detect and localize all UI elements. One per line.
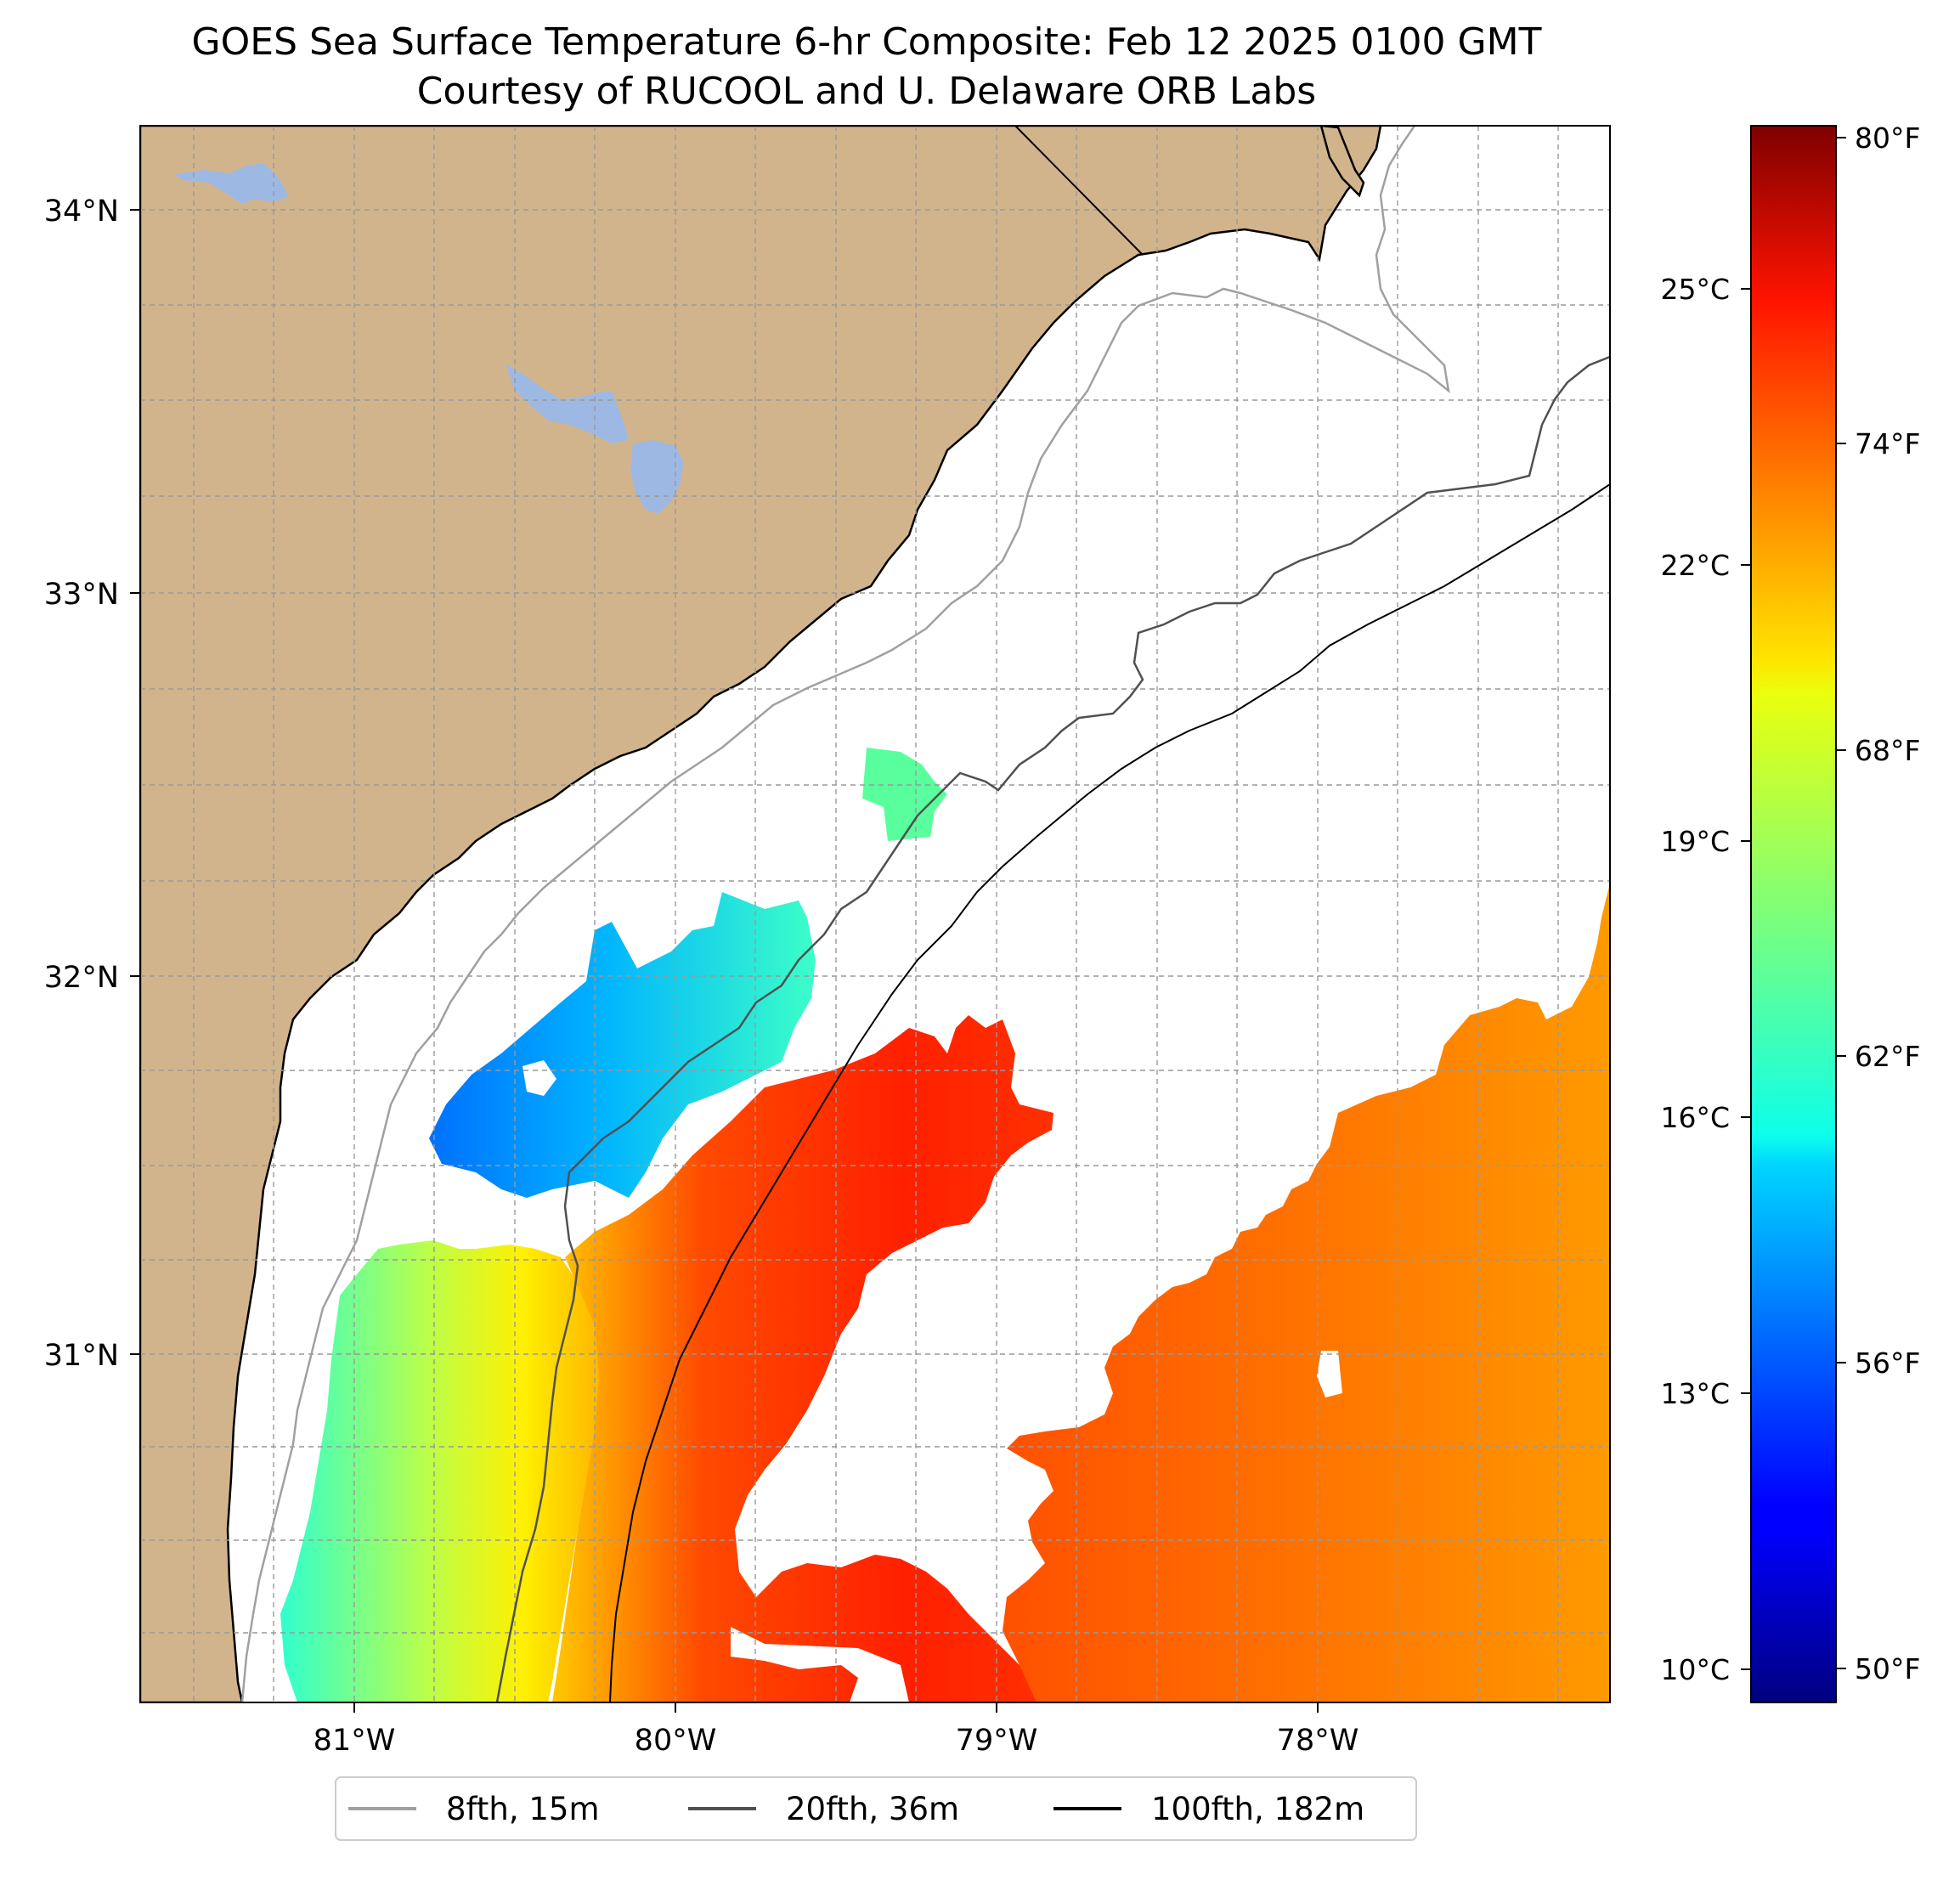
colorbar-label-74f: 74°F bbox=[1855, 427, 1920, 460]
sst-patch-northeast-small bbox=[862, 748, 947, 841]
isobath-100fth bbox=[609, 483, 1610, 1702]
lat-label-34n: 34°N bbox=[44, 195, 119, 229]
colorbar-label-50f: 50°F bbox=[1855, 1652, 1920, 1685]
legend: 8fth, 15m 20fth, 36m 100fth, 182m bbox=[335, 1776, 1417, 1841]
no-data-hole-3 bbox=[522, 1060, 556, 1096]
legend-label-8fth: 8fth, 15m bbox=[446, 1791, 600, 1827]
colorbar-ticks bbox=[1741, 137, 1846, 1670]
legend-box bbox=[335, 1776, 1417, 1841]
legend-label-100fth: 100fth, 182m bbox=[1151, 1791, 1364, 1827]
isobath-20fth bbox=[495, 355, 1610, 1702]
state-border bbox=[1014, 126, 1144, 256]
colorbar-label-22c: 22°C bbox=[1660, 549, 1730, 582]
lake-marion bbox=[506, 364, 629, 443]
sst-patch-warm-central bbox=[552, 1015, 1053, 1702]
gridlines bbox=[140, 126, 1610, 1702]
lon-label-78w: 78°W bbox=[1277, 1724, 1359, 1758]
colorbar-label-13c: 13°C bbox=[1660, 1377, 1730, 1410]
axis-ticks bbox=[130, 209, 1319, 1713]
isobath-8fth bbox=[240, 126, 1450, 1702]
colorbar-label-80f: 80°F bbox=[1855, 121, 1920, 155]
colorbar-label-10c: 10°C bbox=[1660, 1653, 1730, 1686]
lon-label-80w: 80°W bbox=[635, 1724, 717, 1758]
lake-north bbox=[174, 163, 289, 204]
colorbar-label-56f: 56°F bbox=[1855, 1346, 1920, 1380]
title-line-1: GOES Sea Surface Temperature 6-hr Compos… bbox=[192, 20, 1542, 64]
colorbar-label-68f: 68°F bbox=[1855, 734, 1920, 767]
no-data-hole-1 bbox=[731, 1627, 909, 1702]
lat-label-33n: 33°N bbox=[44, 578, 119, 612]
colorbar-label-62f: 62°F bbox=[1855, 1040, 1920, 1073]
no-data-hole-2 bbox=[1317, 1351, 1342, 1397]
lat-label-31n: 31°N bbox=[44, 1339, 119, 1373]
title-line-2: Courtesy of RUCOOL and U. Delaware ORB L… bbox=[417, 70, 1316, 113]
legend-label-20fth: 20fth, 36m bbox=[786, 1791, 959, 1827]
sst-patch-east-warm bbox=[1003, 884, 1610, 1702]
colorbar-label-19c: 19°C bbox=[1660, 825, 1730, 858]
sst-patch-cool-north bbox=[429, 892, 816, 1198]
colorbar-label-25c: 25°C bbox=[1660, 273, 1730, 306]
colorbar-label-16c: 16°C bbox=[1660, 1101, 1730, 1134]
lake-moultrie bbox=[630, 440, 684, 514]
map-area bbox=[140, 126, 1610, 1702]
lat-label-32n: 32°N bbox=[44, 961, 119, 995]
sst-patch-south-cool bbox=[280, 1240, 603, 1702]
map-frame bbox=[139, 125, 1611, 1703]
colorbar bbox=[1750, 125, 1837, 1703]
lon-label-79w: 79°W bbox=[956, 1724, 1038, 1758]
sea-islands bbox=[1319, 126, 1365, 198]
lon-label-81w: 81°W bbox=[313, 1724, 396, 1758]
